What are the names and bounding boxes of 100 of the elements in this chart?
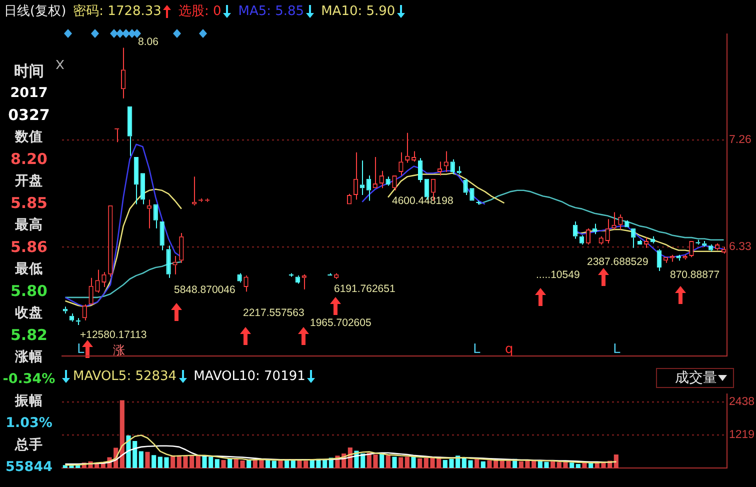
text: 开盘: [15, 172, 43, 191]
bar: [380, 454, 384, 468]
candlestick: [650, 236, 656, 244]
candlestick: [302, 274, 306, 290]
text: 密码: 1728.33: [73, 3, 162, 20]
text: 5.86: [10, 237, 48, 258]
bar: [278, 460, 283, 468]
text: MAVOL5: 52834: [73, 369, 177, 384]
text: 振幅: [15, 392, 43, 411]
annotation: 1965.702605: [310, 317, 372, 329]
text: 5.85: [10, 193, 48, 214]
candlestick: [618, 214, 623, 230]
bar: [404, 456, 410, 468]
annotation: 8.06: [138, 36, 158, 48]
text: 8.20: [10, 149, 48, 170]
bar: [386, 455, 390, 468]
candlestick: [82, 304, 87, 321]
candlestick: [166, 245, 171, 278]
annotation: 2217.557563: [243, 307, 304, 319]
bar: [196, 455, 200, 468]
candlestick: [353, 152, 358, 200]
text: 最高: [15, 216, 43, 235]
text: 涨幅: [15, 348, 43, 367]
y-tick-label: 1219: [729, 429, 755, 442]
text: MA5: 5.85: [238, 4, 304, 18]
annotation: .....10549: [536, 269, 580, 281]
candlestick: [663, 257, 668, 264]
y-tick-label: 7.26: [729, 134, 752, 146]
candlestick: [237, 272, 242, 283]
candlestick: [386, 176, 390, 186]
annotation: L: [613, 342, 620, 357]
candlestick: [450, 158, 455, 175]
candlestick: [95, 269, 100, 294]
text: MAVOL10: 70191: [194, 369, 306, 384]
text: 2017: [10, 84, 48, 103]
bar: [418, 458, 422, 468]
text: 1.03%: [6, 414, 52, 433]
annotation: 4600.448198: [392, 195, 454, 207]
candlestick: [418, 158, 423, 183]
annotation: 2387.688529: [587, 256, 648, 268]
text: 收盘: [15, 304, 43, 323]
candlestick: [334, 272, 339, 280]
text: -0.34%: [2, 370, 56, 389]
candlestick: [392, 175, 397, 191]
candlestick: [592, 223, 597, 235]
candlestick: [644, 237, 649, 248]
bar: [480, 461, 486, 468]
bar: [398, 457, 404, 468]
bar: [152, 455, 156, 468]
bar: [138, 451, 144, 468]
candlestick: [160, 221, 164, 251]
text: 0327: [8, 105, 50, 126]
candlestick: [102, 272, 106, 288]
y-tick-label: 2438: [729, 396, 755, 408]
y-tick-label: 6.33: [729, 240, 752, 253]
text: 数值: [15, 128, 43, 147]
candlestick: [398, 152, 404, 176]
bar: [576, 464, 580, 468]
text: 最低: [15, 260, 43, 279]
candlestick: [172, 255, 178, 275]
candlestick: [366, 174, 371, 202]
annotation: 5848.870046: [174, 284, 236, 296]
bar: [284, 460, 290, 468]
annotation: 涨: [113, 343, 125, 357]
candlestick: [612, 212, 616, 230]
candlestick: [146, 199, 152, 229]
candlestick: [463, 178, 468, 196]
bar: [272, 460, 276, 468]
text: 总手: [15, 436, 43, 455]
annotation: L: [473, 342, 480, 357]
text: 55844: [6, 458, 52, 477]
candlestick: [121, 47, 126, 99]
candlestick: [153, 204, 158, 229]
candlestick: [379, 170, 384, 189]
annotation: 6191.762651: [334, 283, 396, 295]
annotation: +12580.17113: [80, 329, 147, 341]
candlestick: [140, 173, 146, 205]
candlestick: [88, 277, 94, 304]
text: 5.82: [10, 325, 48, 346]
text: 5.80: [10, 281, 48, 302]
candlestick: [127, 106, 132, 156]
candlestick: [244, 275, 248, 292]
bar: [228, 458, 232, 468]
annotation: L: [77, 342, 84, 357]
candlestick: [572, 220, 578, 240]
bar: [246, 460, 252, 468]
bar: [214, 459, 220, 468]
candlestick: [179, 232, 184, 264]
candlestick: [134, 157, 139, 205]
text: MA10: 5.90: [321, 4, 396, 18]
bar: [145, 452, 150, 468]
bar: [474, 459, 480, 468]
bar: [411, 456, 416, 468]
text: 时间: [14, 61, 44, 82]
candlestick: [605, 218, 610, 244]
bar: [221, 460, 226, 468]
text: 成交量: [674, 369, 717, 387]
bar: [614, 454, 618, 468]
candlestick: [360, 160, 365, 196]
annotation: 870.88877: [670, 269, 720, 281]
